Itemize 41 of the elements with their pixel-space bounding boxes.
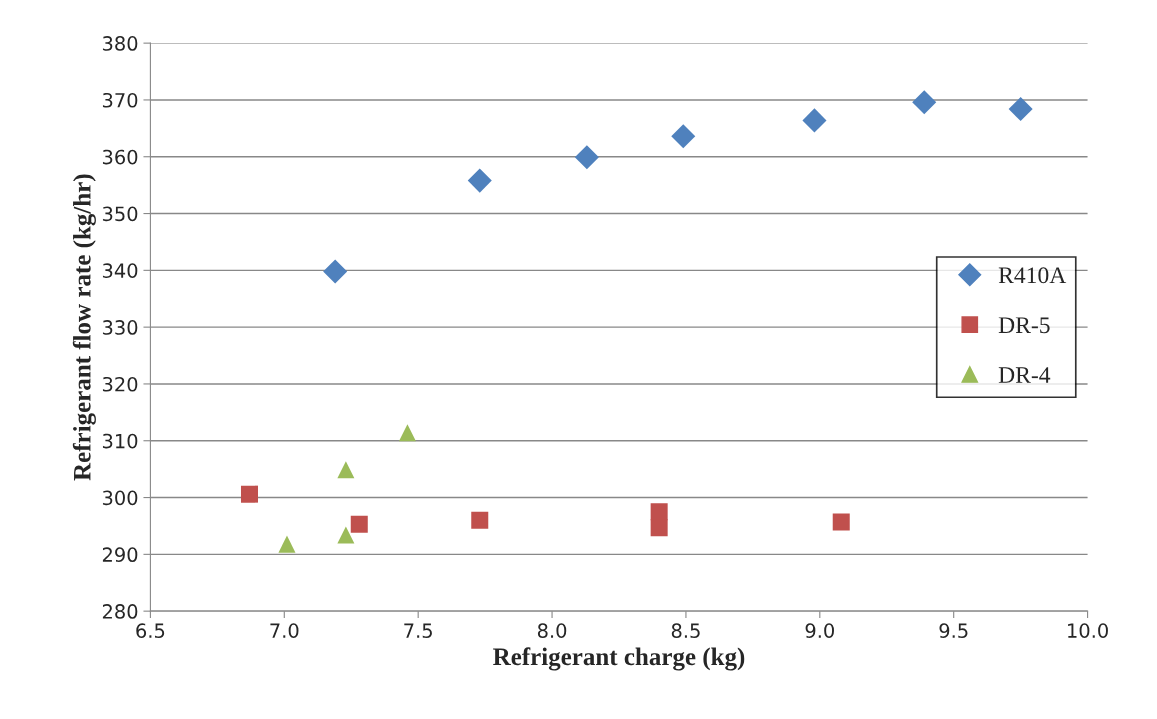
point [802,108,827,133]
point [278,535,296,553]
y-tick-label: 310 [102,433,138,449]
point [467,168,492,193]
y-tick-label: 290 [102,547,138,563]
y-tick-label: 320 [102,376,138,392]
y-tick-label: 340 [102,263,138,279]
y-tick-label: 360 [102,149,138,165]
point [337,461,355,479]
y-axis-title: Refrigerant flow rate (kg/hr) [72,174,96,481]
point [650,519,668,537]
x-tick-label: 8.5 [671,623,700,639]
point [471,511,489,529]
legend-label: R410A [998,267,1067,284]
point [574,145,599,170]
y-tick-label: 380 [102,36,138,51]
point [323,259,348,284]
x-tick-label: 7.0 [270,623,299,639]
x-tick-label: 6.5 [136,623,165,639]
point [832,513,850,531]
point [1008,97,1033,122]
y-tick-label: 300 [102,490,138,506]
y-tick-label: 370 [102,92,138,108]
point [350,515,368,533]
point [671,124,696,149]
y-tick-label: 330 [102,320,138,335]
x-tick-label: 10.0 [1068,623,1108,639]
point [240,485,258,503]
point [650,503,668,521]
x-tick-label: 7.5 [404,623,432,639]
x-tick-label: 9.5 [939,623,968,639]
point [912,90,937,115]
x-tick-label: 9.0 [805,623,834,639]
x-axis-title: Refrigerant charge (kg) [493,647,745,671]
y-tick-label: 350 [102,206,138,222]
legend-label: DR-4 [998,367,1051,383]
point [398,424,416,442]
x-tick-label: 8.0 [537,623,567,639]
y-tick-label: 280 [102,604,138,619]
point [337,526,355,544]
legend-label: DR-5 [998,317,1050,334]
